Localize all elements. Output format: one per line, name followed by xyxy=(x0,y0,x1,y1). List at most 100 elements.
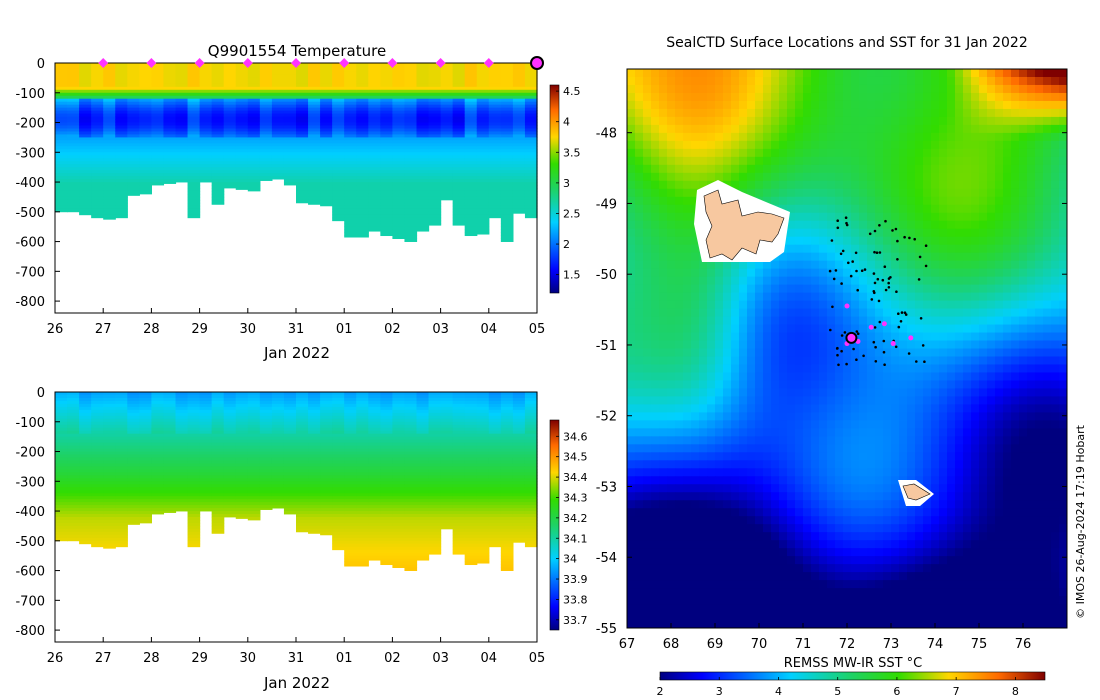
section-cell xyxy=(187,164,201,168)
surface-marker xyxy=(146,58,157,68)
section-cell xyxy=(247,442,261,446)
section-cell xyxy=(392,514,406,518)
section-cell xyxy=(416,223,430,228)
section-cell xyxy=(79,161,92,165)
sst-cell xyxy=(891,180,900,190)
section-cell xyxy=(488,143,502,147)
sst-cell xyxy=(843,172,852,182)
section-cell xyxy=(67,525,80,530)
section-cell xyxy=(500,511,514,515)
sst-cell xyxy=(699,140,708,150)
section-cell xyxy=(175,493,189,497)
section-cell xyxy=(115,128,128,132)
section-cell xyxy=(428,400,442,405)
section-cell xyxy=(476,528,490,533)
section-cell xyxy=(151,448,165,452)
section-cell xyxy=(380,217,393,222)
section-cell xyxy=(175,137,189,141)
section-cell xyxy=(464,394,478,399)
section-cell xyxy=(392,173,406,177)
section-cell xyxy=(91,211,104,216)
section-cell xyxy=(392,409,406,414)
section-cell xyxy=(404,232,418,237)
section-cell xyxy=(127,454,140,458)
section-cell xyxy=(67,427,80,432)
section-cell xyxy=(199,454,213,458)
section-cell xyxy=(223,397,237,402)
section-cell xyxy=(283,146,297,150)
section-cell xyxy=(488,214,502,219)
section-cell xyxy=(392,502,406,506)
sst-cell xyxy=(635,148,644,158)
section-cell xyxy=(79,185,92,189)
section-cell xyxy=(464,77,478,82)
sst-cell xyxy=(811,76,820,86)
section-cell xyxy=(452,131,466,135)
section-cell xyxy=(67,433,80,438)
sst-cell xyxy=(707,116,716,126)
section-cell xyxy=(500,77,514,82)
section-cell xyxy=(464,131,478,135)
sst-cell xyxy=(867,172,876,182)
sst-cell xyxy=(715,172,724,182)
section-cell xyxy=(512,484,526,488)
section-cell xyxy=(392,472,406,476)
section-cell xyxy=(235,137,249,141)
section-cell xyxy=(79,208,92,213)
section-cell xyxy=(91,104,104,109)
sst-cell xyxy=(763,188,772,198)
sst-cell xyxy=(923,140,932,150)
section-cell xyxy=(488,134,502,138)
section-cell xyxy=(259,119,273,123)
section-cell xyxy=(187,403,201,408)
sst-cell xyxy=(771,180,780,190)
section-cell xyxy=(380,199,393,204)
section-cell xyxy=(452,125,466,129)
section-cell xyxy=(380,546,393,551)
sst-cell xyxy=(803,124,812,134)
section-cell xyxy=(392,400,406,405)
sst-cell xyxy=(731,180,740,190)
section-cell xyxy=(247,460,261,464)
section-cell xyxy=(488,92,502,97)
section-cell xyxy=(163,74,177,79)
section-cell xyxy=(380,463,393,467)
sst-cell xyxy=(643,124,652,134)
section-cell xyxy=(247,125,261,129)
section-cell xyxy=(115,436,128,441)
section-cell xyxy=(452,170,466,174)
section-cell xyxy=(139,74,152,79)
sst-cell xyxy=(995,100,1004,110)
section-cell xyxy=(368,424,381,429)
temperature-y-ticks: 0-100-200-300-400-500-600-700-800 xyxy=(15,57,60,310)
section-cell xyxy=(283,83,297,88)
section-cell xyxy=(452,392,466,396)
section-cell xyxy=(91,143,104,147)
section-cell xyxy=(452,80,466,85)
section-cell xyxy=(211,110,225,114)
section-cell xyxy=(440,113,454,117)
sst-cell xyxy=(795,148,804,158)
section-cell xyxy=(175,400,189,405)
section-cell xyxy=(79,179,92,183)
section-cell xyxy=(271,403,285,408)
section-cell xyxy=(67,463,80,467)
section-cell xyxy=(332,418,345,423)
sst-cell xyxy=(979,108,988,118)
section-cell xyxy=(404,543,418,548)
section-cell xyxy=(440,499,454,503)
section-cell xyxy=(512,173,526,177)
section-cell xyxy=(163,496,177,500)
section-cell xyxy=(55,158,68,162)
section-cell xyxy=(55,457,68,461)
section-cell xyxy=(512,537,526,542)
section-cell xyxy=(344,155,357,159)
section-cell xyxy=(199,400,213,405)
sst-cell xyxy=(731,76,740,86)
section-cell xyxy=(320,65,333,70)
section-cell xyxy=(163,125,177,129)
section-cell xyxy=(404,134,418,138)
section-cell xyxy=(67,170,80,174)
sst-cell xyxy=(923,172,932,182)
section-cell xyxy=(512,442,526,446)
